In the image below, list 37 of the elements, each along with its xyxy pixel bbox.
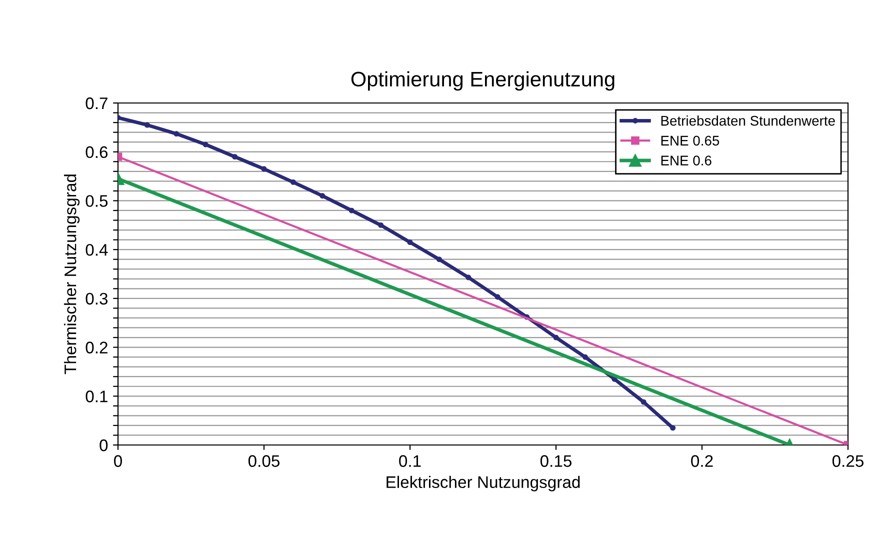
point [436, 256, 442, 262]
point [407, 239, 413, 246]
x-tick-label: 0.15 [540, 455, 572, 467]
x-tick-label: 0.2 [691, 455, 713, 467]
x-tick-label: 0.25 [832, 455, 864, 467]
y-axis-title: Thermischer Nutzungsgrad [64, 174, 80, 374]
point [348, 208, 354, 214]
point [553, 334, 559, 340]
point [202, 142, 208, 148]
point [640, 399, 646, 405]
x-tick-label: 0.05 [248, 455, 280, 467]
y-tick-label: 0.3 [86, 292, 108, 305]
point [174, 131, 180, 137]
point [290, 179, 296, 185]
legend-label: Betriebsdaten Stundenwerte [661, 116, 835, 126]
y-tick-label: 0.1 [86, 390, 108, 402]
point [466, 274, 472, 280]
chart-title: Optimierung Energienutzung [351, 71, 614, 91]
y-tick-label: 0.5 [86, 195, 108, 207]
x-tick-label: 0 [114, 455, 122, 467]
x-axis-title: Elektrischer Nutzungsgrad [386, 476, 580, 492]
y-tick-label: 0.6 [86, 146, 108, 158]
point [670, 425, 676, 431]
legend-label: ENE 0.65 [661, 136, 720, 146]
point [320, 193, 326, 199]
point [582, 354, 588, 360]
y-tick-label: 0.7 [86, 97, 108, 110]
x-tick-label: 0.1 [399, 455, 421, 467]
point [232, 154, 238, 160]
legend-label: ENE 0.6 [661, 156, 712, 166]
y-tick-label: 0.4 [86, 244, 108, 256]
point [494, 294, 500, 300]
point [144, 122, 150, 128]
y-tick-label: 0 [100, 439, 108, 452]
y-tick-label: 0.2 [86, 342, 108, 354]
point [378, 222, 384, 228]
point [261, 166, 267, 172]
